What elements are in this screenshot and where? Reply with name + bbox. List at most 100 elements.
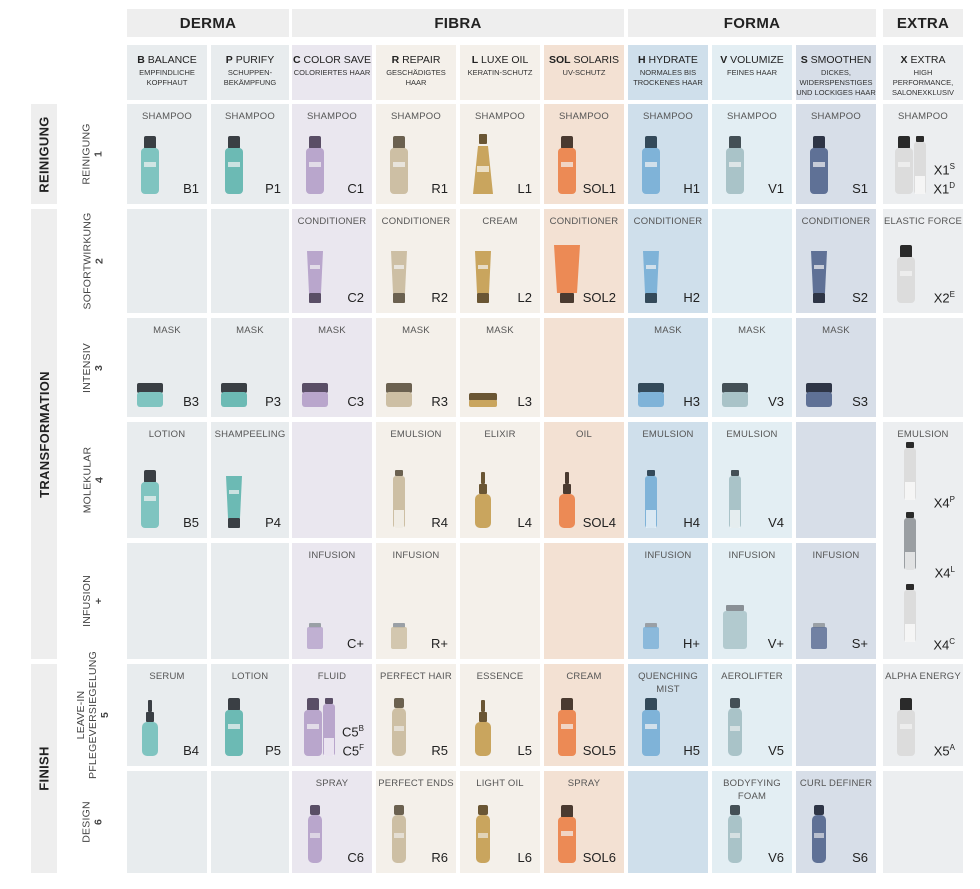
product-type: ALPHA ENERGY (885, 671, 961, 682)
product-image (302, 383, 328, 407)
product-type: CREAM (566, 671, 602, 682)
line-title: REPAIR (402, 54, 441, 66)
product-code-main: L1 (517, 181, 532, 196)
product-code-variant: D (949, 180, 955, 190)
product-code-main: V1 (768, 181, 784, 196)
product-image (137, 383, 163, 407)
product-image (392, 698, 406, 756)
line-name: H HYDRATE (638, 54, 698, 66)
cell-r1: SHAMPOO R1 (376, 104, 456, 204)
step-label-0: REINIGUNG 1 (76, 104, 110, 204)
product-code: B5 (183, 515, 199, 530)
product-code-line: B4 (183, 743, 199, 758)
product-code: X1S X1D (933, 159, 955, 196)
product-type: MASK (654, 325, 682, 336)
product-code-line: R5 (431, 743, 448, 758)
product-code: L1 (518, 181, 532, 196)
product-type: PERFECT HAIR (380, 671, 452, 682)
line-title: VOLUMIZE (730, 54, 784, 66)
product-code: H3 (683, 394, 700, 409)
cell-v3: MASK V3 (712, 318, 792, 417)
line-header-repair: R REPAIR GESCHÄDIGTES HAAR (376, 45, 456, 100)
step-name: INTENSIV (81, 342, 93, 393)
line-subtitle: NORMALES BIS TROCKENES HAAR (633, 68, 703, 87)
line-name: R REPAIR (392, 54, 441, 66)
product-code-line: R6 (431, 850, 448, 865)
product-code-line: S3 (852, 394, 868, 409)
cell-b4: SERUM B4 (127, 664, 207, 766)
product-code-main: SOL4 (582, 515, 616, 530)
cell-r6c1 (211, 771, 289, 873)
line-letter: V (720, 54, 728, 66)
step-number: 6 (93, 818, 105, 826)
product-code: V1 (768, 181, 784, 196)
cell-s1: SHAMPOO S1 (796, 104, 876, 204)
line-header-purify: P PURIFY SCHUPPEN- BEKÄMPFUNG (211, 45, 289, 100)
step-number: 2 (93, 257, 105, 265)
product-code: R6 (431, 850, 448, 865)
product-code-line: B1 (183, 181, 199, 196)
product-code-line: H4 (683, 515, 700, 530)
step-label-text: REINIGUNG 1 (81, 123, 105, 184)
product-code: R4 (431, 515, 448, 530)
product-code-main: SOL6 (582, 850, 616, 865)
product-type: MASK (402, 325, 430, 336)
product-image (728, 805, 742, 863)
product-code-line: C3 (347, 394, 364, 409)
product-code-variant: C (949, 637, 955, 646)
product-image (726, 136, 744, 194)
product-code-main: C3 (347, 394, 364, 409)
product-code-line: V3 (768, 394, 784, 409)
line-header-balance: B BALANCE EMPFINDLICHE KOPFHAUT (127, 45, 207, 100)
line-header-luxe-oil: L LUXE OIL KERATIN-SCHUTZ (460, 45, 540, 100)
line-name: C COLOR SAVE (293, 54, 371, 66)
cell-h3: MASK H3 (628, 318, 708, 417)
product-code-main: R2 (431, 290, 448, 305)
product-code-main: X4 (933, 495, 950, 511)
product-code-line: C6 (347, 850, 364, 865)
product-code-main: C1 (347, 181, 364, 196)
cell-h4: EMULSION H4 (628, 422, 708, 538)
line-subtitle: GESCHÄDIGTES HAAR (386, 68, 446, 87)
product-code-line: SOL6 (583, 850, 616, 865)
line-subtitle: FEINES HAAR (726, 68, 777, 77)
product-code: V+ (768, 636, 784, 651)
product-code-main: S2 (852, 290, 868, 305)
line-header-color-save: C COLOR SAVE COLORIERTES HAAR (292, 45, 372, 100)
cell-r3: MASK R3 (376, 318, 456, 417)
product-type: MASK (738, 325, 766, 336)
product-image-a (895, 136, 913, 194)
product-image (306, 136, 324, 194)
step-label-text: DESIGN 6 (81, 801, 105, 842)
product-type: CREAM (482, 216, 518, 227)
phase-label-text: REINIGUNG (36, 115, 52, 193)
product-code: SOL2 (583, 290, 616, 305)
product-type: MASK (486, 325, 514, 336)
line-title: SMOOTHEN (810, 54, 872, 66)
product-code: H1 (683, 181, 700, 196)
product-type: MASK (318, 325, 346, 336)
product-code: P3 (265, 394, 281, 409)
product-code: P5 (265, 743, 281, 758)
cell-r2c5 (544, 318, 624, 417)
product-code: X4P (934, 492, 955, 510)
line-header-smoothen: S SMOOTHEN DICKES, WIDERSPENSTIGES UND LO… (796, 45, 876, 100)
step-label-2: INTENSIV 3 (76, 318, 110, 417)
group-header-extra: EXTRA (883, 9, 963, 37)
product-code: P1 (265, 181, 281, 196)
product-code-main: C5 (342, 743, 360, 758)
cell-p4: SHAMPEELING P4 (211, 422, 289, 538)
cell-sol6: SPRAY SOL6 (544, 771, 624, 873)
step-name: DESIGN (81, 801, 93, 843)
cell-r1c1 (211, 209, 289, 313)
line-title: HYDRATE (648, 54, 698, 66)
line-name: V VOLUMIZE (720, 54, 784, 66)
product-type: SHAMPOO (225, 111, 275, 122)
product-type: EMULSION (897, 429, 949, 440)
cell-r6c9 (883, 771, 963, 873)
product-code-main: S6 (852, 850, 868, 865)
product-code-main: X4 (933, 637, 950, 653)
product-code: R+ (431, 636, 448, 651)
product-code-main: X4 (934, 565, 951, 581)
product-code: P4 (265, 515, 281, 530)
